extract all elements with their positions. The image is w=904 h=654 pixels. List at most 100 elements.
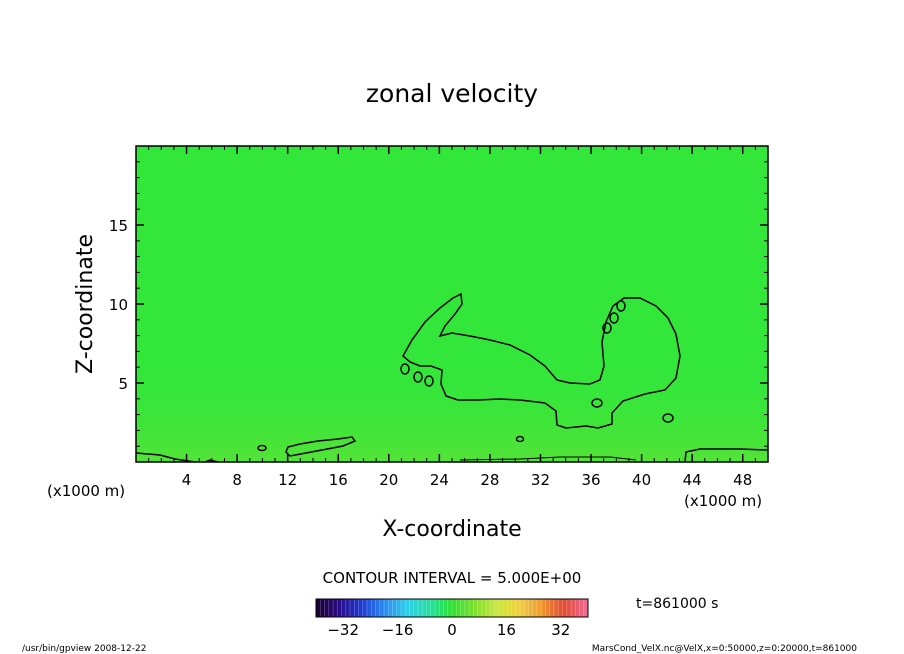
colorbar-cell — [388, 599, 393, 617]
colorbar-cell — [413, 599, 419, 617]
colorbar-cell — [333, 599, 338, 617]
colorbar-cell — [537, 599, 542, 617]
colorbar-cell — [566, 599, 572, 617]
colorbar-cell — [409, 599, 415, 617]
y-axis-label: Z-coordinate — [73, 234, 98, 374]
colorbar-cell — [477, 599, 483, 617]
colorbar-cell — [367, 599, 372, 617]
colorbar-tick-label: −32 — [327, 621, 359, 639]
x-tick-label: 40 — [632, 471, 651, 489]
x-axis-tick-labels: 4 8 12 16 20 24 28 32 36 40 44 48 — [182, 471, 752, 489]
contour-lines — [135, 292, 769, 463]
colorbar-cell — [528, 599, 534, 617]
colorbar-cell — [575, 599, 580, 617]
colorbar-cell — [583, 599, 589, 617]
colorbar-cell — [337, 599, 342, 617]
colorbar-cell — [362, 599, 368, 617]
colorbar-cell — [494, 599, 500, 617]
plot-area — [135, 145, 769, 463]
x-tick-label: 16 — [329, 471, 348, 489]
colorbar-cell — [507, 599, 512, 617]
colorbar-cell — [354, 599, 359, 617]
x-tick-label: 36 — [581, 471, 600, 489]
x-tick-label: 8 — [232, 471, 242, 489]
colorbar-cell — [511, 599, 517, 617]
colorbar-cell — [464, 599, 470, 617]
axis-minor-ticks — [136, 146, 768, 462]
contour-small-cell — [400, 363, 410, 375]
contour-small-cell — [616, 300, 626, 312]
contour-small-cell — [602, 322, 612, 334]
colorbar-cell — [579, 599, 585, 617]
colorbar-cell — [498, 599, 504, 617]
colorbar-cell — [447, 599, 453, 617]
colorbar-cell — [358, 599, 364, 617]
colorbar-cell — [571, 599, 576, 617]
time-label: t=861000 s — [636, 596, 718, 612]
colorbar-cell — [541, 599, 546, 617]
chart-title: zonal velocity — [366, 79, 538, 108]
colorbar: −32 −16 0 16 32 — [315, 598, 589, 639]
contour-small-cell — [591, 398, 603, 408]
colorbar-cell — [320, 599, 325, 617]
x-tick-label: 48 — [733, 471, 752, 489]
colorbar-cell — [350, 599, 355, 617]
x-tick-label: 20 — [379, 471, 398, 489]
footer-left: /usr/bin/gpview 2008-12-22 — [22, 644, 146, 654]
colorbar-cell — [532, 599, 538, 617]
axis-major-ticks — [136, 146, 768, 462]
contour-small-cell — [257, 444, 267, 452]
colorbar-cells — [315, 599, 589, 617]
x-tick-label: 32 — [531, 471, 550, 489]
contour-small-cell — [424, 375, 434, 387]
colorbar-cell — [341, 599, 347, 617]
colorbar-cell — [435, 599, 440, 617]
contour-small-cell — [413, 371, 423, 383]
colorbar-tick-label: −16 — [382, 621, 414, 639]
colorbar-cell — [328, 599, 334, 617]
colorbar-cell — [520, 599, 525, 617]
contour-main-loop — [402, 292, 681, 429]
colorbar-cell — [460, 599, 466, 617]
contour-small-cell — [662, 413, 674, 423]
colorbar-cell — [422, 599, 427, 617]
colorbar-tick-label: 0 — [447, 621, 457, 639]
colorbar-cell — [345, 599, 351, 617]
y-tick-label: 10 — [109, 296, 128, 314]
colorbar-cell — [384, 599, 389, 617]
x-unit-right: (x1000 m) — [684, 492, 762, 510]
contour-surface-mid — [285, 436, 357, 457]
x-axis-label: X-coordinate — [382, 517, 521, 542]
colorbar-cell — [524, 599, 529, 617]
colorbar-cell — [558, 599, 563, 617]
colorbar-cell — [486, 599, 491, 617]
contour-small-cell — [609, 312, 619, 324]
x-tick-label: 4 — [182, 471, 192, 489]
colorbar-cell — [554, 599, 559, 617]
colorbar-cell — [375, 599, 381, 617]
footer-right: MarsCond_VelX.nc@VelX,x=0:50000,z=0:2000… — [592, 644, 857, 654]
x-tick-label: 28 — [480, 471, 499, 489]
colorbar-tick-label: 32 — [551, 621, 570, 639]
colorbar-cell — [405, 599, 410, 617]
colorbar-cell — [418, 599, 423, 617]
colorbar-cell — [396, 599, 402, 617]
colorbar-cell — [439, 599, 444, 617]
y-tick-label: 15 — [109, 217, 128, 235]
colorbar-cell — [401, 599, 406, 617]
contour-small-cell — [515, 435, 525, 443]
y-axis-tick-labels: 5 10 15 — [109, 217, 128, 393]
colorbar-cell — [426, 599, 432, 617]
colorbar-cell — [443, 599, 449, 617]
colorbar-cell — [545, 599, 551, 617]
colorbar-cell — [473, 599, 478, 617]
colorbar-cell — [490, 599, 495, 617]
colorbar-cell — [371, 599, 376, 617]
colorbar-cell — [430, 599, 436, 617]
colorbar-cell — [324, 599, 330, 617]
colorbar-tick-label: 16 — [497, 621, 516, 639]
x-tick-label: 12 — [278, 471, 297, 489]
contour-surface-right — [684, 448, 769, 463]
near-surface-band — [136, 360, 768, 462]
